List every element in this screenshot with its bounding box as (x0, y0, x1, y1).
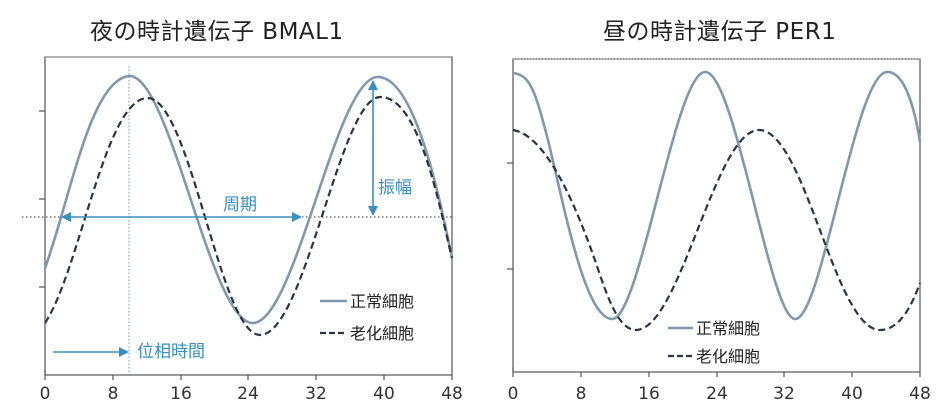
right-series-normal (512, 70, 922, 321)
svg-text:40: 40 (373, 384, 395, 404)
svg-text:32: 32 (305, 384, 327, 404)
right-x-tick-labels: 0 8 16 24 32 40 48 (508, 384, 931, 404)
svg-text:48: 48 (909, 384, 931, 404)
svg-text:16: 16 (638, 384, 660, 404)
left-chart: 0 8 16 24 32 40 48 周期 振幅 位相時間 正常細胞 老化細胞 (22, 56, 463, 404)
left-series-aged (44, 95, 454, 337)
phase-label: 位相時間 (137, 342, 205, 362)
svg-text:40: 40 (841, 384, 863, 404)
right-x-ticks (512, 367, 921, 377)
period-label: 周期 (223, 195, 257, 215)
right-chart: 0 8 16 24 32 40 48 正常細胞 老化細胞 (507, 58, 931, 404)
legend-label-aged: 老化細胞 (350, 324, 414, 343)
svg-text:8: 8 (108, 384, 119, 404)
svg-text:32: 32 (773, 384, 795, 404)
svg-text:0: 0 (508, 384, 519, 404)
svg-text:48: 48 (441, 384, 463, 404)
right-chart-title: 昼の時計遺伝子 PER1 (603, 19, 837, 45)
left-series-normal (43, 74, 454, 325)
left-chart-title: 夜の時計遺伝子 BMAL1 (90, 19, 344, 45)
amplitude-label: 振幅 (378, 178, 412, 198)
svg-text:24: 24 (237, 384, 259, 404)
left-y-ticks (39, 110, 45, 288)
svg-text:24: 24 (706, 384, 728, 404)
legend-label-normal: 正常細胞 (350, 292, 414, 311)
right-y-ticks (507, 162, 513, 270)
left-x-tick-labels: 0 8 16 24 32 40 48 (40, 384, 463, 404)
left-x-ticks (44, 370, 453, 380)
svg-text:8: 8 (576, 384, 587, 404)
left-legend: 正常細胞 老化細胞 (320, 292, 414, 343)
svg-text:16: 16 (170, 384, 192, 404)
legend-label-aged: 老化細胞 (696, 347, 760, 366)
right-series-aged (512, 128, 922, 332)
right-legend: 正常細胞 老化細胞 (668, 319, 760, 366)
legend-label-normal: 正常細胞 (696, 319, 760, 338)
svg-text:0: 0 (40, 384, 51, 404)
